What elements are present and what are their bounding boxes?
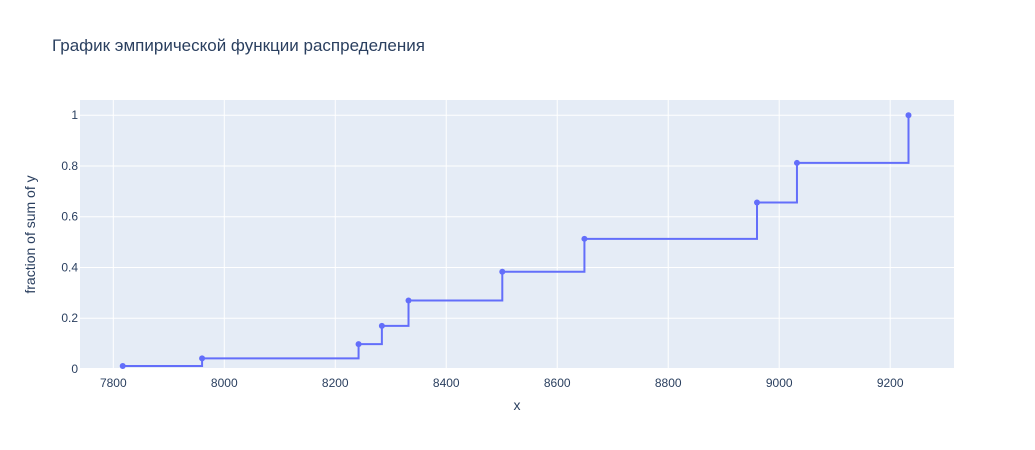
y-gridlines bbox=[80, 114, 954, 370]
data-point bbox=[355, 341, 362, 348]
x-tick-label: 8800 bbox=[655, 376, 682, 390]
y-tick-label: 0 bbox=[71, 362, 78, 376]
x-tick-label: 8200 bbox=[322, 376, 349, 390]
data-point bbox=[754, 199, 761, 206]
series-step-line bbox=[122, 115, 910, 367]
data-point bbox=[119, 362, 126, 369]
data-point bbox=[793, 159, 800, 166]
x-tick-label: 8400 bbox=[433, 376, 460, 390]
x-tick-label: 8000 bbox=[211, 376, 238, 390]
y-axis-title: fraction of sum of y bbox=[22, 175, 38, 293]
data-point bbox=[405, 297, 412, 304]
x-tick-label: 7800 bbox=[100, 376, 127, 390]
y-tick-label: 0.2 bbox=[61, 311, 78, 325]
x-tick-label: 9200 bbox=[877, 376, 904, 390]
x-tick-label: 9000 bbox=[766, 376, 793, 390]
y-tick-label: 0.8 bbox=[61, 159, 78, 173]
x-tick-labels: 7800 8000 8200 8400 8600 8800 9000 9200 bbox=[100, 376, 904, 390]
chart-title: График эмпирической функции распределени… bbox=[52, 36, 425, 55]
x-axis-title: x bbox=[514, 397, 521, 413]
data-point bbox=[378, 322, 385, 329]
y-tick-label: 0.6 bbox=[61, 210, 78, 224]
y-tick-labels: 0 0.2 0.4 0.6 0.8 1 bbox=[61, 108, 78, 376]
data-point bbox=[581, 235, 588, 242]
y-tick-label: 1 bbox=[71, 108, 78, 122]
plot-area bbox=[80, 100, 954, 369]
x-tick-label: 8600 bbox=[544, 376, 571, 390]
data-point bbox=[199, 355, 206, 362]
data-point bbox=[499, 268, 506, 275]
data-point bbox=[905, 112, 912, 119]
series-layer bbox=[119, 112, 912, 369]
x-gridlines bbox=[112, 100, 891, 369]
y-tick-label: 0.4 bbox=[61, 260, 78, 274]
